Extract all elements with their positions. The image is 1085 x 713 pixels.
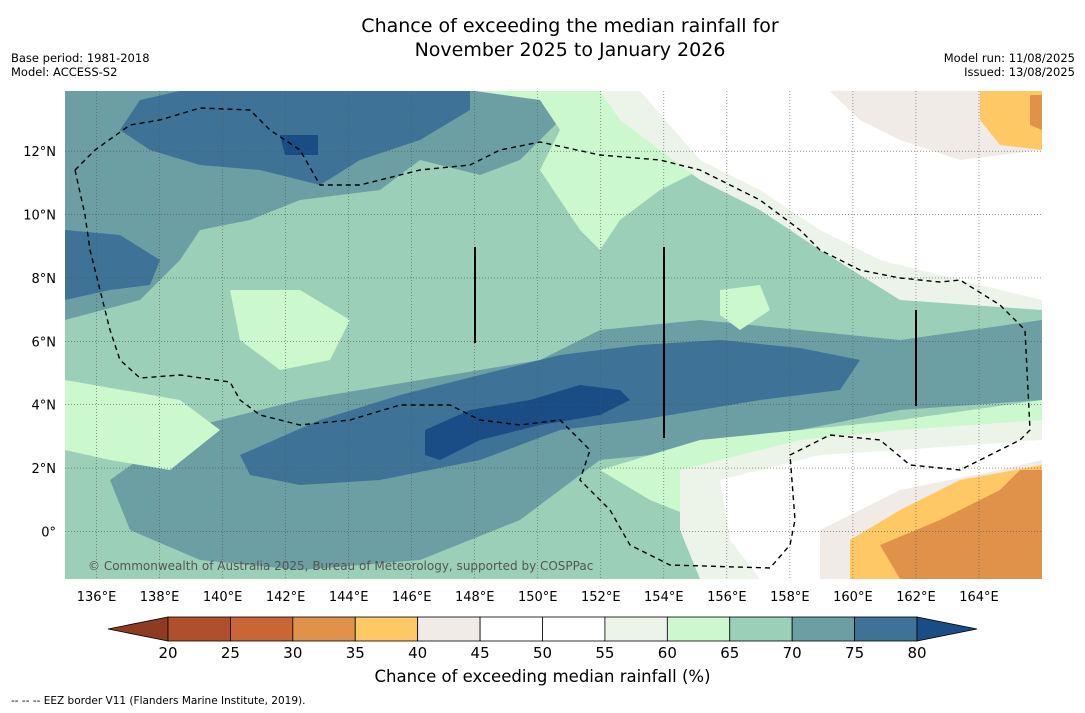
colorbar-tick-label: 40 bbox=[408, 644, 427, 662]
colorbar-tick-label: 35 bbox=[346, 644, 365, 662]
eez-border-north bbox=[74, 107, 1031, 569]
map-title: Chance of exceeding the median rainfall … bbox=[0, 14, 1085, 62]
colorbar-segment bbox=[354, 616, 419, 642]
lat-label: 0° bbox=[41, 525, 56, 540]
probability-fields bbox=[65, 91, 1042, 579]
field-80-plus bbox=[425, 385, 630, 460]
colorbar-segment bbox=[542, 616, 606, 642]
colorbar-segment bbox=[729, 616, 793, 642]
model-run-date: Model run: 11/08/2025 bbox=[943, 51, 1075, 65]
lat-label: 6°N bbox=[32, 335, 57, 350]
lon-label: 142°E bbox=[266, 590, 306, 605]
lat-label: 8°N bbox=[32, 272, 57, 287]
field-75-80-west bbox=[65, 230, 160, 300]
colorbar-segment bbox=[479, 616, 543, 642]
lat-label: 4°N bbox=[32, 399, 57, 414]
longitude-labels: 136°E 138°E 140°E 142°E 144°E 146°E 148°E 150°E… bbox=[77, 590, 999, 605]
field-30-35 bbox=[880, 470, 1042, 579]
colorbar-tick-label: 70 bbox=[783, 644, 802, 662]
lon-label: 138°E bbox=[140, 590, 180, 605]
colorbar-over-arrow bbox=[916, 616, 978, 642]
colorbar-segment bbox=[417, 616, 481, 642]
lon-label: 150°E bbox=[518, 590, 558, 605]
lon-label: 164°E bbox=[959, 590, 999, 605]
latitude-labels: 12°N 10°N 8°N 6°N 4°N 2°N 0° bbox=[23, 145, 56, 540]
model-name: Model: ACCESS-S2 bbox=[11, 65, 118, 79]
colorbar-segment bbox=[167, 616, 231, 642]
title-line-2: November 2025 to January 2026 bbox=[414, 39, 726, 61]
lat-label: 12°N bbox=[23, 145, 56, 160]
issued-date: Issued: 13/08/2025 bbox=[964, 65, 1075, 79]
colorbar-tick-label: 50 bbox=[533, 644, 552, 662]
colorbar bbox=[107, 616, 978, 642]
colorbar-label: Chance of exceeding median rainfall (%) bbox=[374, 667, 711, 686]
lon-label: 158°E bbox=[770, 590, 810, 605]
eez-footnote: -- -- -- EEZ border V11 (Flanders Marine… bbox=[11, 695, 306, 707]
colorbar-tick-label: 30 bbox=[283, 644, 302, 662]
lon-label: 160°E bbox=[833, 590, 873, 605]
colorbar-segment bbox=[604, 616, 668, 642]
colorbar-segment bbox=[666, 616, 731, 642]
colorbar-tick-label: 75 bbox=[845, 644, 864, 662]
field-60-65-mid bbox=[230, 290, 350, 370]
colorbar-segment bbox=[292, 616, 356, 642]
colorbar-segment bbox=[791, 616, 855, 642]
lon-label: 156°E bbox=[707, 590, 747, 605]
copyright-text: © Commonwealth of Australia 2025, Bureau… bbox=[88, 559, 593, 573]
colorbar-segment bbox=[854, 616, 918, 642]
field-60-65-patch bbox=[720, 285, 770, 330]
colorbar-under-arrow bbox=[107, 616, 169, 642]
model-info: Base period: 1981-2018 Model: ACCESS-S2 bbox=[11, 51, 150, 79]
field-60-65-south bbox=[65, 380, 220, 470]
field-30-35-north bbox=[1030, 95, 1042, 130]
field-80-plus-north bbox=[280, 135, 318, 155]
lon-label: 146°E bbox=[392, 590, 432, 605]
colorbar-tick-label: 55 bbox=[595, 644, 614, 662]
lon-label: 140°E bbox=[203, 590, 243, 605]
lon-label: 144°E bbox=[329, 590, 369, 605]
lat-label: 2°N bbox=[32, 462, 57, 477]
colorbar-segment bbox=[230, 616, 294, 642]
lon-label: 148°E bbox=[455, 590, 495, 605]
colorbar-ticks: 20 25 30 35 40 45 50 55 60 65 70 75 80 bbox=[158, 644, 926, 662]
lon-label: 162°E bbox=[896, 590, 936, 605]
colorbar-tick-label: 65 bbox=[720, 644, 739, 662]
lat-label: 10°N bbox=[23, 209, 56, 224]
lon-label: 152°E bbox=[581, 590, 621, 605]
lon-label: 154°E bbox=[644, 590, 684, 605]
field-35-40-north bbox=[980, 91, 1042, 150]
lon-label: 136°E bbox=[77, 590, 117, 605]
title-line-1: Chance of exceeding the median rainfall … bbox=[361, 15, 779, 37]
colorbar-tick-label: 80 bbox=[907, 644, 926, 662]
colorbar-tick-label: 45 bbox=[471, 644, 490, 662]
colorbar-tick-label: 25 bbox=[221, 644, 240, 662]
colorbar-tick-label: 20 bbox=[158, 644, 177, 662]
base-period: Base period: 1981-2018 bbox=[11, 51, 150, 65]
run-info: Model run: 11/08/2025 Issued: 13/08/2025 bbox=[944, 51, 1075, 79]
colorbar-tick-label: 60 bbox=[658, 644, 677, 662]
